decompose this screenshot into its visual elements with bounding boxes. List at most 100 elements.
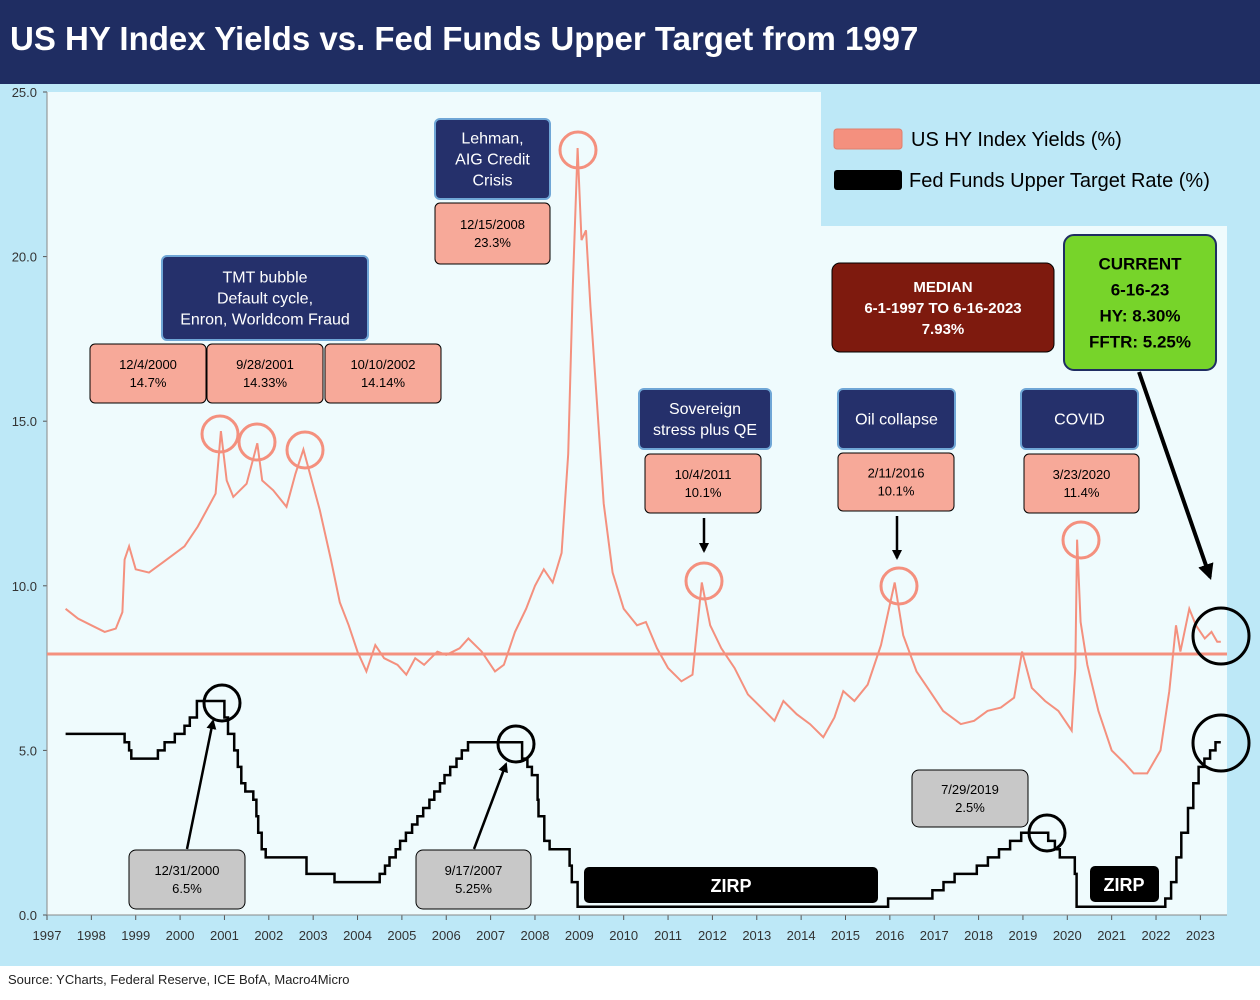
x-tick-label: 2001 [210, 928, 239, 943]
peak-box-2001-text: 14.33% [243, 375, 288, 390]
covid-box [1020, 388, 1139, 450]
fed-highlight-circle [1191, 606, 1251, 666]
hy-yield-line [64, 147, 1221, 775]
peak-box-2008-text: 12/15/2008 [460, 217, 525, 232]
x-tick-label: 2018 [964, 928, 993, 943]
x-tick-label: 2020 [1053, 928, 1082, 943]
median-box-text: 6-1-1997 TO 6-16-2023 [864, 300, 1021, 317]
x-tick-label: 2016 [875, 928, 904, 943]
peak-box-2020-text: 11.4% [1064, 485, 1100, 500]
x-tick-label: 1998 [77, 928, 106, 943]
x-tick-label: 2013 [742, 928, 771, 943]
peak-box-2016-text: 2/11/2016 [868, 466, 925, 481]
peak-box-2016 [837, 452, 955, 512]
chart-frame: 0.0 5.0 10.0 15.0 20.0 25.0 1997 1998 1999 2000 20… [0, 84, 1260, 966]
peak-highlight-circle [684, 561, 724, 601]
current-box-text: HY: 8.30% [1100, 306, 1181, 325]
fed-peak-box-2019-text: 2.5% [955, 800, 985, 815]
fed-funds-line [65, 699, 1221, 909]
x-tick-label: 2003 [299, 928, 328, 943]
peak-highlight-circle [237, 422, 277, 462]
x-tick-label: 2011 [654, 928, 682, 943]
peak-highlight-circle [558, 130, 598, 170]
fed-peak-box-2007-text: 5.25% [455, 881, 492, 896]
x-tick-label: 1997 [33, 928, 62, 943]
fed-highlight-circle [202, 683, 242, 723]
current-box [1063, 234, 1217, 371]
covid-box-text: COVID [1054, 412, 1105, 429]
peak-box-2020 [1023, 453, 1140, 514]
y-tick-label: 15.0 [12, 414, 37, 429]
fed-peak-box-2000-text: 6.5% [172, 881, 202, 896]
fed-peak-box-2000-text: 12/31/2000 [154, 863, 219, 878]
legend-label-hy: US HY Index Yields (%) [911, 129, 1122, 151]
annotation-arrow [1137, 371, 1214, 581]
chart-svg: 0.0 5.0 10.0 15.0 20.0 25.0 1997 1998 1999 2000 20… [12, 85, 1251, 943]
x-tick-label: 2004 [343, 928, 372, 943]
x-tick-label: 2010 [609, 928, 638, 943]
current-box-text: 6-16-23 [1111, 280, 1170, 299]
legend-label-fed: Fed Funds Upper Target Rate (%) [909, 170, 1210, 192]
x-tick-label: 2002 [254, 928, 283, 943]
fed-peak-box-2000 [128, 849, 246, 910]
peak-box-2016-text: 10.1% [878, 484, 915, 499]
median-box-text: 7.93% [922, 321, 965, 338]
peak-box-2011-text: 10.1% [685, 485, 722, 500]
peak-highlight-circle [879, 566, 919, 606]
fed-peak-box-2019-text: 7/29/2019 [941, 782, 999, 797]
y-tick-label: 25.0 [12, 85, 37, 100]
sovereign-box-text: Sovereign [669, 401, 741, 418]
peak-highlight-circle [1061, 520, 1101, 560]
sovereign-box [638, 388, 772, 450]
peak-box-2002-text: 14.14% [361, 375, 406, 390]
y-tick-label: 10.0 [12, 579, 37, 594]
x-tick-label: 2012 [698, 928, 727, 943]
sovereign-box-text: stress plus QE [653, 422, 757, 439]
x-tick-label: 2009 [565, 928, 594, 943]
tmt-box-text: Enron, Worldcom Fraud [180, 312, 350, 329]
lehman-box-text: AIG Credit [455, 152, 530, 169]
tmt-box [161, 255, 369, 341]
lehman-box-text: Lehman, [461, 131, 523, 148]
fed-highlight-circle [1191, 713, 1251, 773]
x-tick-label: 2014 [787, 928, 816, 943]
legend-panel [821, 92, 1227, 226]
chart-title: US HY Index Yields vs. Fed Funds Upper T… [10, 20, 919, 57]
peak-box-2000 [89, 343, 207, 404]
fed-peak-box-2007-text: 9/17/2007 [445, 863, 503, 878]
peak-highlight-circle [285, 430, 325, 470]
peak-box-2011-text: 10/4/2011 [675, 467, 732, 482]
x-tick-label: 2017 [920, 928, 949, 943]
x-tick-label: 2006 [432, 928, 461, 943]
zirp-label-2: ZIRP [1103, 875, 1144, 895]
y-tick-label: 5.0 [19, 743, 37, 758]
x-tick-label: 2022 [1142, 928, 1171, 943]
zirp-label-1: ZIRP [710, 876, 751, 896]
oil-box [837, 388, 956, 450]
x-tick-label: 2000 [166, 928, 195, 943]
y-tick-label: 0.0 [19, 908, 37, 923]
peak-box-2002-text: 10/10/2002 [350, 357, 415, 372]
x-tick-label: 1999 [121, 928, 150, 943]
y-tick-label: 20.0 [12, 250, 37, 265]
x-tick-label: 2021 [1097, 928, 1126, 943]
peak-box-2001-text: 9/28/2001 [236, 357, 294, 372]
peak-box-2020-text: 3/23/2020 [1053, 467, 1111, 482]
tmt-box-text: Default cycle, [217, 291, 313, 308]
x-tick-label: 2019 [1008, 928, 1037, 943]
current-box-text: FFTR: 5.25% [1089, 332, 1191, 351]
zirp-bar-1 [584, 867, 878, 903]
x-tick-label: 2005 [387, 928, 416, 943]
source-note: Source: YCharts, Federal Reserve, ICE Bo… [8, 972, 350, 987]
fed-highlight-circle [496, 724, 536, 764]
peak-box-2002 [324, 343, 442, 404]
fed-peak-box-2007 [415, 849, 532, 910]
peak-box-2000-text: 14.7% [130, 375, 167, 390]
legend-swatch-fed [834, 170, 902, 190]
peak-box-2000-text: 12/4/2000 [119, 357, 177, 372]
legend-swatch-hy [833, 128, 903, 150]
annotation-arrow [185, 719, 217, 850]
peak-box-2008 [434, 202, 551, 265]
lehman-box-text: Crisis [473, 173, 513, 190]
median-box [831, 262, 1055, 353]
